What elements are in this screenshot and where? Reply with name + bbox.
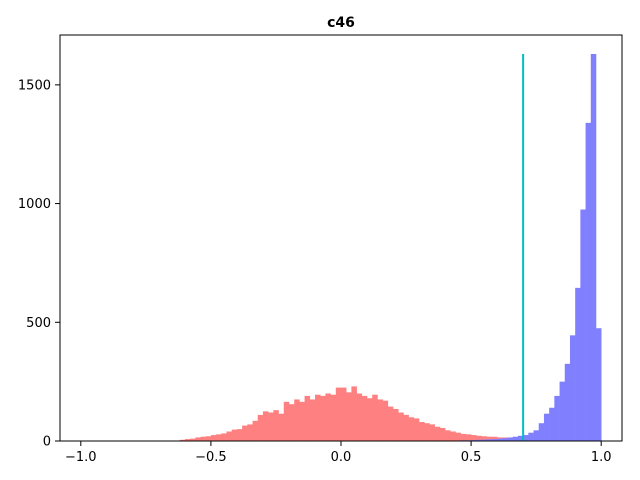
histogram-bar-series-1 [309, 399, 316, 441]
histogram-bar-series-2 [517, 435, 524, 441]
histogram-bar-series-2 [575, 287, 581, 441]
histogram-bar-series-1 [226, 431, 233, 441]
bars-group [179, 53, 602, 442]
histogram-bar-series-1 [361, 395, 368, 441]
histogram-bar-series-1 [398, 412, 404, 441]
histogram-bar-series-2 [543, 413, 550, 441]
histogram-bar-series-1 [351, 386, 357, 441]
histogram-bar-series-2 [538, 423, 545, 441]
histogram-bar-series-2 [580, 209, 586, 441]
histogram-bar-series-1 [424, 423, 430, 441]
chart-title: c46 [327, 15, 355, 31]
x-tick-label: −1.0 [65, 450, 97, 465]
histogram-bar-series-1 [304, 395, 311, 441]
histogram-bar-series-2 [497, 438, 503, 441]
histogram-bar-series-1 [403, 414, 409, 441]
histogram-bar-series-1 [335, 387, 342, 441]
histogram-bar-series-1 [195, 437, 201, 441]
histogram-bar-series-2 [491, 439, 498, 441]
histogram-bar-series-2 [590, 53, 597, 442]
histogram-bar-series-1 [372, 394, 378, 441]
histogram-bar-series-1 [221, 433, 227, 441]
histogram-bar-series-1 [205, 436, 212, 441]
histogram-bar-series-1 [387, 406, 394, 441]
histogram-bar-series-2 [585, 122, 592, 441]
histogram-bar-series-1 [445, 430, 451, 441]
histogram-bar-series-1 [460, 433, 467, 441]
histogram-bar-series-1 [184, 439, 191, 441]
histogram-bar-series-1 [190, 438, 196, 441]
histogram-bar-series-1 [393, 408, 399, 441]
histogram-bar-series-1 [439, 427, 446, 441]
histogram-bar-series-1 [408, 417, 415, 441]
histogram-bar-series-2 [481, 439, 487, 441]
y-tick-label: 0 [43, 435, 51, 450]
x-tick-label: 0.0 [331, 450, 352, 465]
y-tick-label: 1000 [18, 197, 51, 212]
histogram-bar-series-1 [341, 387, 347, 441]
histogram-bar-series-2 [507, 437, 514, 441]
histogram-bar-series-2 [533, 430, 540, 441]
histogram-bar-series-1 [330, 394, 337, 441]
histogram-bar-series-1 [486, 436, 493, 441]
histogram-bar-series-2 [486, 439, 493, 441]
histogram-bar-series-2 [564, 363, 571, 441]
histogram-bar-series-1 [257, 414, 264, 441]
histogram-bar-series-1 [314, 394, 321, 441]
y-tick-label: 500 [26, 316, 51, 331]
histogram-bar-series-2 [512, 436, 519, 441]
x-tick-label: −0.5 [195, 450, 227, 465]
histogram-bar-series-1 [252, 420, 259, 441]
histogram-bar-series-1 [481, 436, 487, 441]
histogram-bar-series-1 [278, 413, 285, 441]
histogram-bar-series-1 [247, 424, 253, 441]
x-tick-label: 1.0 [591, 450, 612, 465]
histogram-bar-series-1 [377, 399, 383, 441]
histogram-bar-series-1 [299, 401, 305, 441]
histogram-bar-series-1 [471, 435, 477, 441]
histogram-bar-series-1 [283, 401, 290, 441]
histogram-bar-series-1 [320, 395, 326, 441]
histogram-bar-series-2 [595, 328, 602, 441]
histogram-bar-series-2 [502, 438, 508, 441]
histogram-bar-series-1 [346, 392, 352, 441]
histogram-bar-series-1 [356, 393, 363, 441]
histogram-bar-series-1 [294, 399, 300, 441]
histogram-bar-series-1 [429, 424, 435, 441]
histogram-bar-series-2 [549, 407, 555, 441]
x-tick-label: 0.5 [461, 450, 482, 465]
histogram-bar-series-1 [476, 435, 482, 441]
histogram-bar-series-1 [236, 429, 243, 441]
histogram-bar-series-1 [455, 432, 461, 441]
histogram-bar-series-1 [434, 426, 441, 441]
histogram-bar-series-1 [465, 434, 472, 441]
histogram-bar-series-1 [179, 439, 186, 441]
histogram-bar-series-2 [554, 395, 560, 441]
histogram-bar-series-1 [268, 412, 274, 441]
histogram-bar-series-1 [325, 393, 331, 441]
histogram-bar-series-1 [200, 436, 206, 441]
histogram-bar-series-1 [382, 400, 389, 441]
histogram-bar-series-1 [210, 435, 217, 441]
histogram-bar-series-1 [273, 410, 279, 441]
histogram-bar-series-2 [476, 439, 482, 441]
x-axis: −1.0 −0.5 0.0 0.5 1.0 [65, 441, 612, 465]
histogram-bar-series-1 [216, 434, 222, 441]
histogram-bar-series-1 [450, 431, 456, 441]
histogram-bar-series-2 [569, 335, 576, 441]
histogram-bar-series-1 [262, 411, 269, 441]
y-axis: 0 500 1000 1500 [18, 78, 60, 450]
histogram-bar-series-1 [413, 418, 420, 441]
histogram-bar-series-1 [231, 429, 238, 441]
histogram-bar-series-2 [559, 381, 566, 441]
histogram-bar-series-1 [491, 436, 498, 441]
histogram-bar-series-1 [288, 404, 295, 441]
histogram-bar-series-1 [242, 425, 248, 441]
y-tick-label: 1500 [18, 78, 51, 93]
histogram-bar-series-2 [523, 435, 529, 441]
histogram-bar-series-1 [419, 422, 425, 441]
histogram-bar-series-1 [367, 398, 373, 441]
histogram-bar-series-2 [528, 432, 534, 441]
